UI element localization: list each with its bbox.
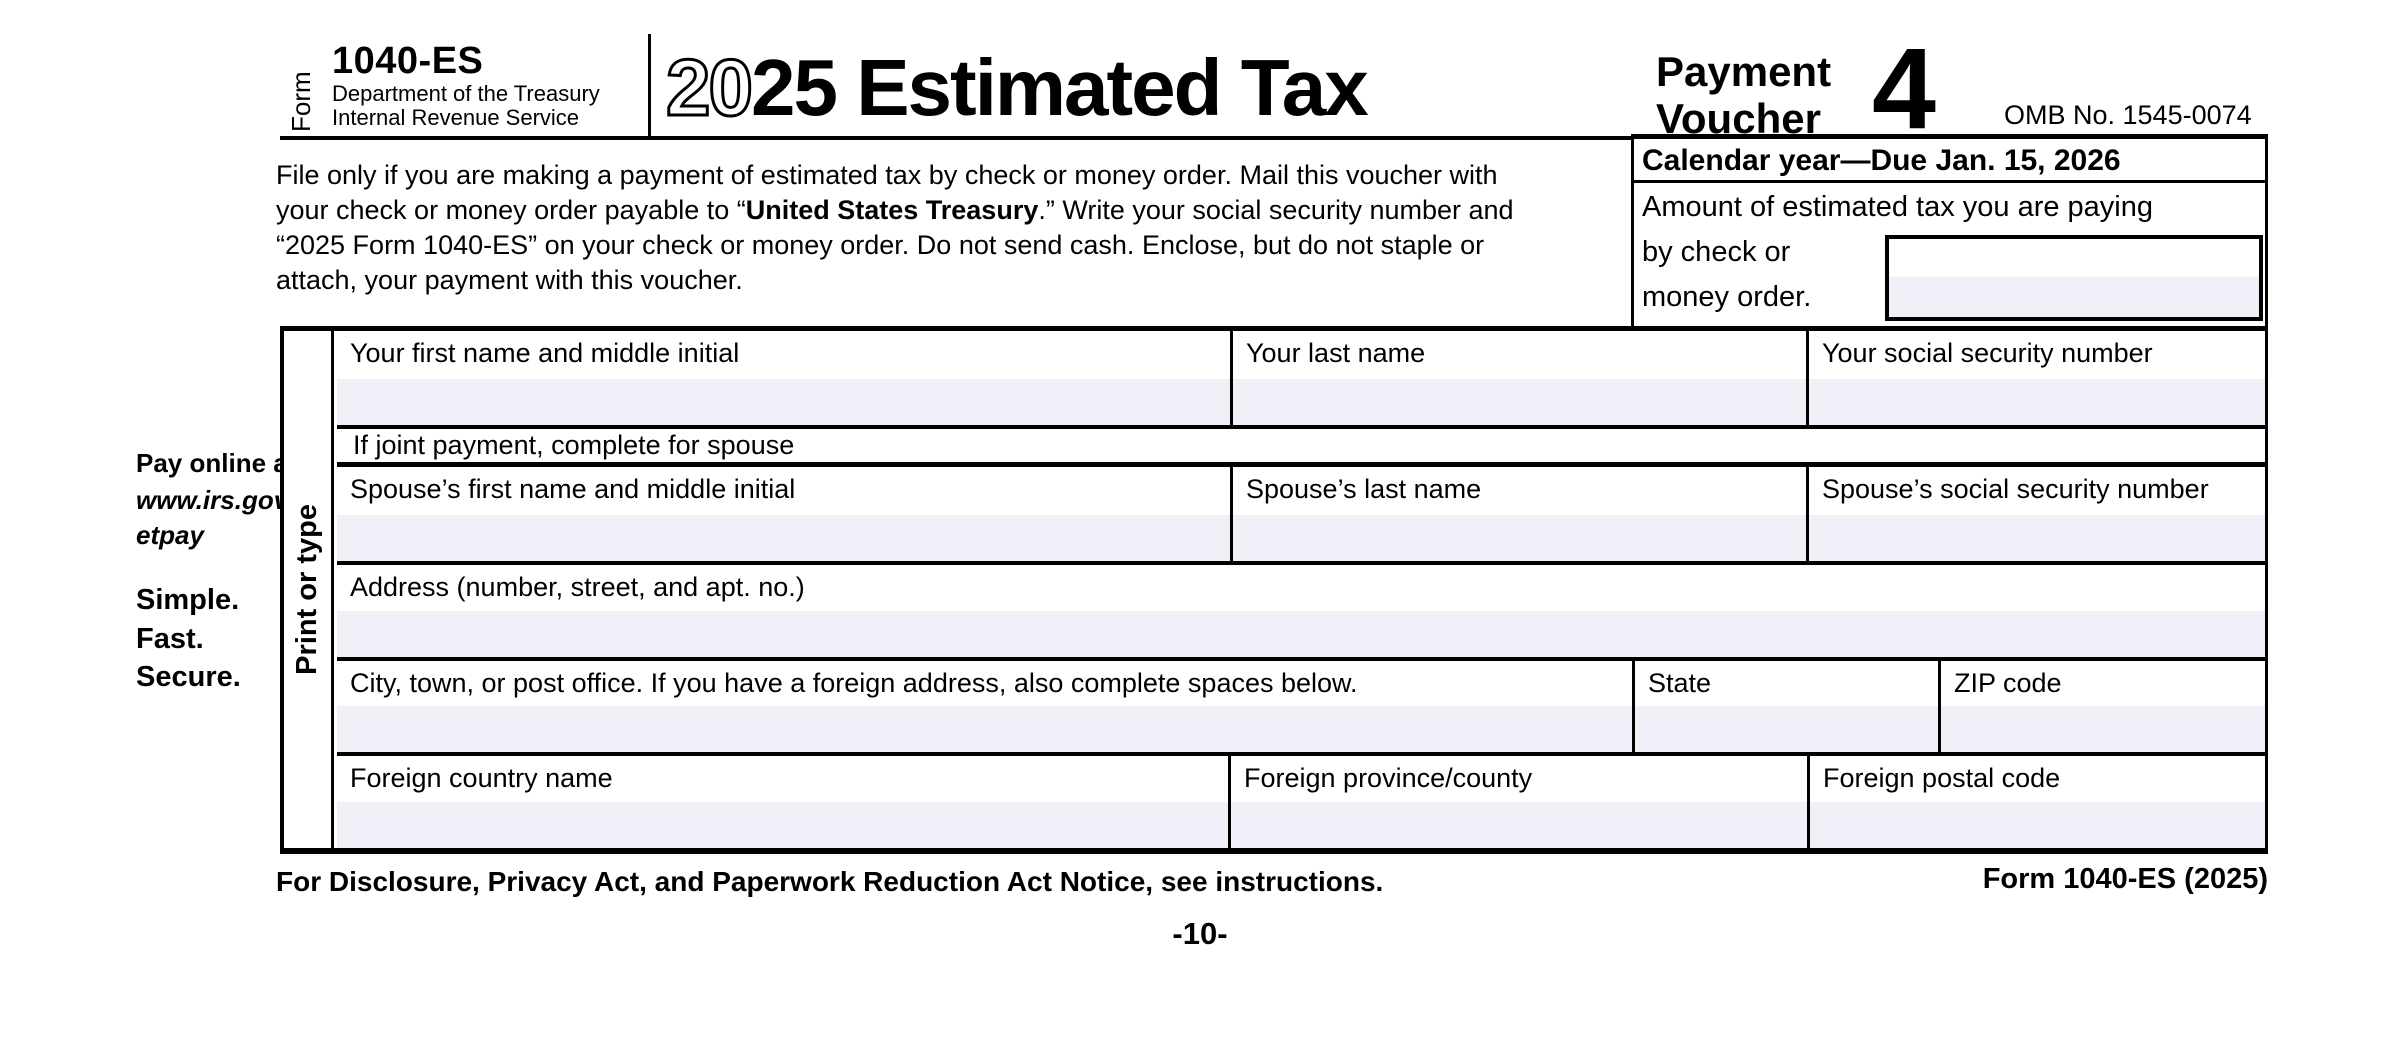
- spouse-ssn-input[interactable]: [1809, 515, 2265, 561]
- state-cell: State: [1632, 661, 1938, 752]
- form-word-label: Form: [286, 71, 316, 132]
- title-text: Estimated Tax: [835, 43, 1368, 132]
- row-your-name: Your first name and middle initial Your …: [337, 331, 2265, 429]
- amount-label-line1: Amount of estimated tax you are paying: [1642, 191, 2154, 223]
- city-cell: City, town, or post office. If you have …: [337, 661, 1632, 752]
- first-name-label: Your first name and middle initial: [350, 338, 740, 368]
- print-or-type-bar: Print or type: [284, 331, 334, 848]
- foreign-province-cell: Foreign province/county: [1228, 756, 1807, 848]
- agency-line: Internal Revenue Service: [332, 105, 580, 130]
- title-year-solid: 25: [750, 43, 838, 132]
- spouse-first-name-input[interactable]: [337, 515, 1230, 561]
- last-name-cell: Your last name: [1230, 331, 1806, 425]
- taxpayer-info-table: Print or type Your first name and middle…: [280, 326, 2268, 854]
- page-number: -10-: [1172, 916, 1228, 951]
- zip-label: ZIP code: [1954, 668, 2062, 698]
- voucher-number: 4: [1872, 25, 1936, 153]
- row-city-state-zip: City, town, or post office. If you have …: [337, 661, 2265, 756]
- pay-online-label: Pay online at: [136, 448, 297, 478]
- foreign-province-input[interactable]: [1231, 802, 1807, 848]
- address-cell: Address (number, street, and apt. no.): [337, 565, 2265, 657]
- state-label: State: [1648, 668, 1712, 698]
- filing-instructions: File only if you are making a payment of…: [276, 160, 1514, 295]
- irs-url-line1: www.irs.gov/: [136, 485, 296, 515]
- irs-url-line2: etpay: [136, 520, 204, 550]
- title-year-outline: 20: [665, 43, 755, 132]
- state-input[interactable]: [1635, 706, 1938, 752]
- spouse-ssn-label: Spouse’s social security number: [1822, 474, 2209, 504]
- amount-section: Amount of estimated tax you are paying b…: [1634, 183, 2265, 323]
- department-line: Department of the Treasury: [332, 81, 600, 106]
- ssn-cell: Your social security number: [1806, 331, 2265, 425]
- payment-voucher-label: Payment Voucher: [1656, 48, 1832, 142]
- zip-cell: ZIP code: [1938, 661, 2265, 752]
- calendar-amount-box: Calendar year—Due Jan. 15, 2026 Amount o…: [1631, 134, 2268, 330]
- first-name-cell: Your first name and middle initial: [337, 331, 1230, 425]
- spouse-last-name-input[interactable]: [1233, 515, 1806, 561]
- spouse-first-name-label: Spouse’s first name and middle initial: [350, 474, 796, 504]
- spouse-ssn-cell: Spouse’s social security number: [1806, 467, 2265, 561]
- foreign-postal-input[interactable]: [1810, 802, 2265, 848]
- foreign-country-label: Foreign country name: [350, 763, 613, 793]
- foreign-postal-label: Foreign postal code: [1823, 763, 2061, 793]
- row-foreign: Foreign country name Foreign province/co…: [337, 756, 2265, 848]
- ssn-label: Your social security number: [1822, 338, 2153, 368]
- amount-label-line2: by check or: [1642, 236, 1791, 268]
- form-number: 1040-ES: [332, 40, 484, 82]
- ssn-input[interactable]: [1809, 379, 2265, 425]
- address-label: Address (number, street, and apt. no.): [350, 572, 805, 602]
- foreign-postal-cell: Foreign postal code: [1807, 756, 2265, 848]
- last-name-input[interactable]: [1233, 379, 1806, 425]
- spouse-last-name-label: Spouse’s last name: [1246, 474, 1482, 504]
- row-address: Address (number, street, and apt. no.): [337, 565, 2265, 661]
- page-title: 2025 Estimated Tax: [665, 43, 1369, 132]
- row-spouse-name: Spouse’s first name and middle initial S…: [337, 467, 2265, 565]
- address-input[interactable]: [337, 611, 2265, 657]
- zip-input[interactable]: [1941, 706, 2265, 752]
- tagline-simple: Simple.: [136, 584, 240, 616]
- disclosure-notice: For Disclosure, Privacy Act, and Paperwo…: [276, 866, 1384, 897]
- header-underline: [280, 136, 1631, 140]
- spouse-first-name-cell: Spouse’s first name and middle initial: [337, 467, 1230, 561]
- joint-payment-note: If joint payment, complete for spouse: [337, 429, 2265, 467]
- calendar-due-date: Calendar year—Due Jan. 15, 2026: [1634, 139, 2265, 183]
- print-or-type-label: Print or type: [291, 504, 323, 675]
- amount-input[interactable]: [1885, 235, 2263, 321]
- city-input[interactable]: [337, 706, 1632, 752]
- tagline-secure: Secure.: [136, 661, 241, 693]
- spouse-last-name-cell: Spouse’s last name: [1230, 467, 1806, 561]
- foreign-country-input[interactable]: [337, 802, 1228, 848]
- omb-number: OMB No. 1545-0074: [2004, 100, 2252, 130]
- tagline-fast: Fast.: [136, 623, 204, 655]
- first-name-input[interactable]: [337, 379, 1230, 425]
- foreign-province-label: Foreign province/county: [1244, 763, 1533, 793]
- form-reference: Form 1040-ES (2025): [1982, 863, 2268, 895]
- header-divider: [648, 34, 651, 136]
- foreign-country-cell: Foreign country name: [337, 756, 1228, 848]
- last-name-label: Your last name: [1246, 338, 1426, 368]
- city-label: City, town, or post office. If you have …: [350, 668, 1358, 698]
- amount-label-line3: money order.: [1642, 281, 1812, 313]
